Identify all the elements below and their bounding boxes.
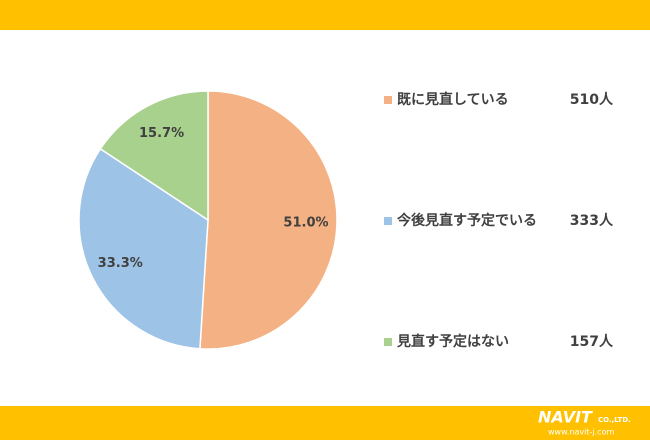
slice-label: 15.7% xyxy=(139,126,184,141)
pie-slice xyxy=(99,90,209,222)
pie-slice xyxy=(199,90,338,350)
legend-count: 157人 xyxy=(570,333,614,350)
bottom-band xyxy=(0,406,650,440)
legend-swatch xyxy=(384,338,392,346)
slice-label: 33.3% xyxy=(98,256,143,271)
legend-label: 既に見直している xyxy=(397,91,509,108)
legend-count: 510人 xyxy=(570,91,614,108)
top-band xyxy=(0,0,650,30)
legend-label: 今後見直す予定でいる xyxy=(396,212,537,229)
legend-swatch xyxy=(384,96,392,104)
legend-swatch xyxy=(384,217,392,225)
legend-count: 333人 xyxy=(570,212,614,229)
legend-label: 見直す予定はない xyxy=(396,333,509,350)
logo-name: NAVIT xyxy=(538,408,593,427)
logo-url: www.navit-j.com xyxy=(548,428,614,437)
slice-label: 51.0% xyxy=(283,216,328,231)
logo-suffix: CO.,LTD. xyxy=(598,416,631,424)
